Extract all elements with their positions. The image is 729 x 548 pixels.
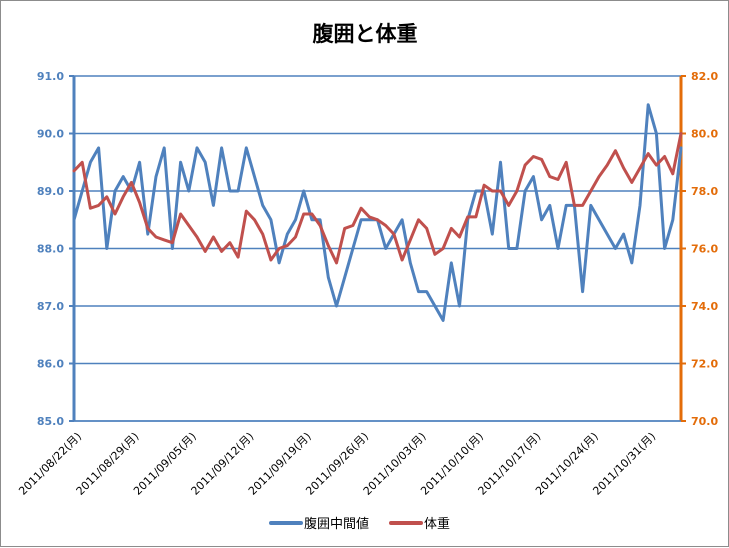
left-axis-tick-label: 91.0: [37, 70, 64, 83]
left-axis-tick-label: 87.0: [37, 300, 64, 313]
left-axis-tick-label: 85.0: [37, 415, 64, 428]
chart-title: 腹囲と体重: [313, 22, 418, 46]
series-line-weight: [72, 132, 683, 265]
x-axis-tick-labels: 2011/08/22(月)2011/08/29(月)2011/09/05(月)2…: [16, 430, 658, 498]
gridlines: [74, 75, 681, 422]
left-axis-tick-label: 89.0: [37, 185, 64, 198]
left-axis-tick-labels: 85.0 86.0 87.0 88.0 89.0 90.0 91.0: [37, 70, 74, 428]
legend-label-waist: 腹囲中間値: [304, 516, 369, 532]
data-series: [72, 103, 683, 322]
right-axis-tick-label: 74.0: [691, 300, 718, 313]
legend-label-weight: 体重: [424, 516, 450, 532]
left-axis-tick-label: 90.0: [37, 128, 64, 141]
right-axis-tick-label: 78.0: [691, 185, 718, 198]
right-axis-tick-label: 70.0: [691, 415, 718, 428]
left-axis-tick-label: 86.0: [37, 358, 64, 371]
x-axis-tick-label: 2011/10/31(月): [590, 430, 658, 498]
right-axis-tick-label: 76.0: [691, 243, 718, 256]
left-axis-tick-label: 88.0: [37, 243, 64, 256]
right-axis-tick-labels: 70.0 72.0 74.0 76.0 78.0 80.0 82.0: [681, 70, 718, 428]
legend: 腹囲中間値 体重: [269, 516, 450, 532]
series-line-waist: [72, 103, 683, 322]
right-axis-tick-label: 82.0: [691, 70, 718, 83]
right-axis-tick-label: 72.0: [691, 358, 718, 371]
right-axis-tick-label: 80.0: [691, 128, 718, 141]
